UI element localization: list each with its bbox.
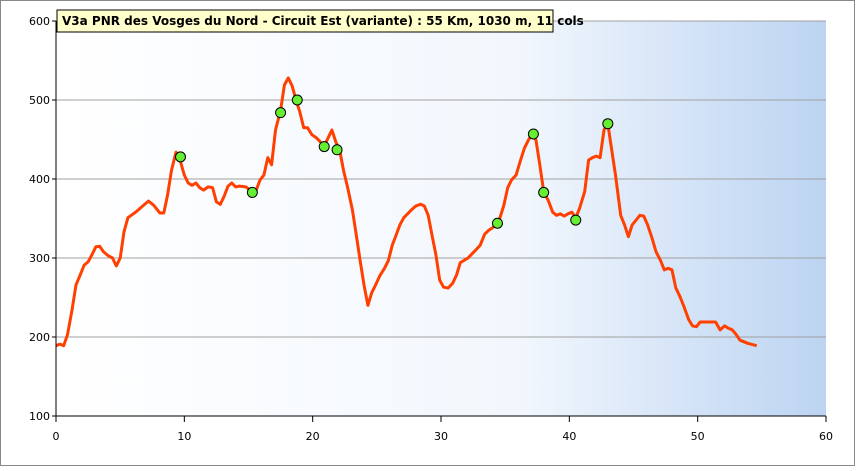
col-marker	[527, 128, 539, 140]
y-tick-label: 300	[29, 252, 50, 265]
y-tick-label: 400	[29, 173, 50, 186]
col-marker	[602, 118, 614, 130]
x-tick-label: 20	[306, 430, 320, 443]
y-tick-label: 100	[29, 410, 50, 423]
col-marker	[538, 186, 550, 198]
x-tick-label: 40	[562, 430, 576, 443]
col-marker	[331, 144, 343, 156]
x-tick-label: 10	[177, 430, 191, 443]
marks	[55, 76, 758, 348]
x-tick-label: 50	[691, 430, 705, 443]
title-box	[56, 9, 554, 33]
chart-title: V3a PNR des Vosges du Nord - Circuit Est…	[62, 14, 584, 28]
x-tick-label: 60	[819, 430, 833, 443]
col-marker	[291, 94, 303, 106]
elevation-line	[55, 76, 758, 348]
y-tick-label: 500	[29, 94, 50, 107]
col-marker	[275, 107, 287, 119]
col-marker	[570, 214, 582, 226]
col-marker	[174, 151, 186, 163]
plot-area	[56, 21, 826, 416]
col-marker	[491, 217, 503, 229]
y-tick-label: 600	[29, 15, 50, 28]
y-tick-label: 200	[29, 331, 50, 344]
x-tick-label: 0	[53, 430, 60, 443]
x-tick-label: 30	[434, 430, 448, 443]
col-marker	[246, 186, 258, 198]
col-marker	[318, 141, 330, 153]
